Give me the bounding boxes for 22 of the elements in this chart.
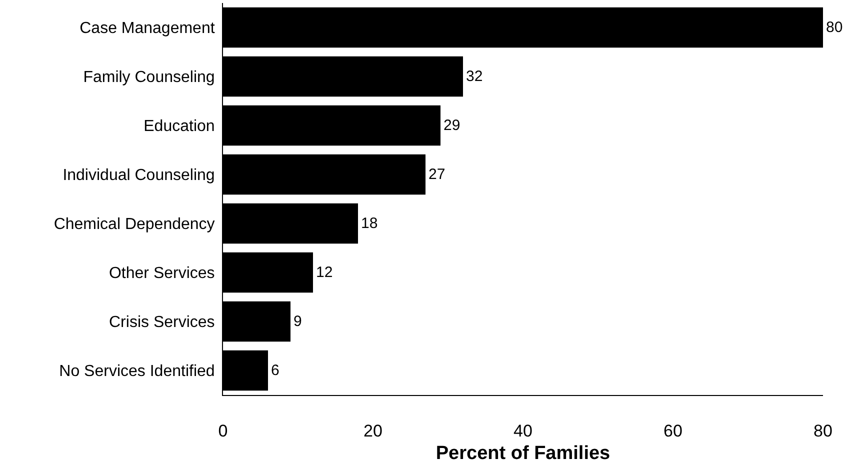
x-tick-label: 60 [664,421,682,440]
y-tick-label: Chemical Dependency [54,216,215,234]
x-axis-title: Percent of Families [436,443,610,464]
data-label: 6 [271,362,280,379]
data-label: 29 [444,117,460,134]
x-tick-label: 0 [218,421,228,440]
data-label: 27 [428,166,446,183]
data-label: 12 [316,264,333,281]
y-tick-label: Crisis Services [109,314,215,332]
x-tick-label: 80 [814,421,832,440]
x-tick-label: 40 [514,421,532,440]
data-label: 80 [826,19,843,36]
y-tick-label: No Services Identified [59,363,215,380]
data-label: 9 [294,313,302,330]
data-label: 18 [361,215,378,232]
x-tick-label: 20 [364,421,382,440]
y-tick-label: Family Counseling [83,69,215,86]
y-tick-label: Education [144,118,215,136]
y-tick-label: Individual Counseling [62,167,215,184]
y-tick-label: Other Services [108,265,215,282]
data-label: 32 [466,68,483,85]
y-tick-label: Case Management [80,20,216,38]
